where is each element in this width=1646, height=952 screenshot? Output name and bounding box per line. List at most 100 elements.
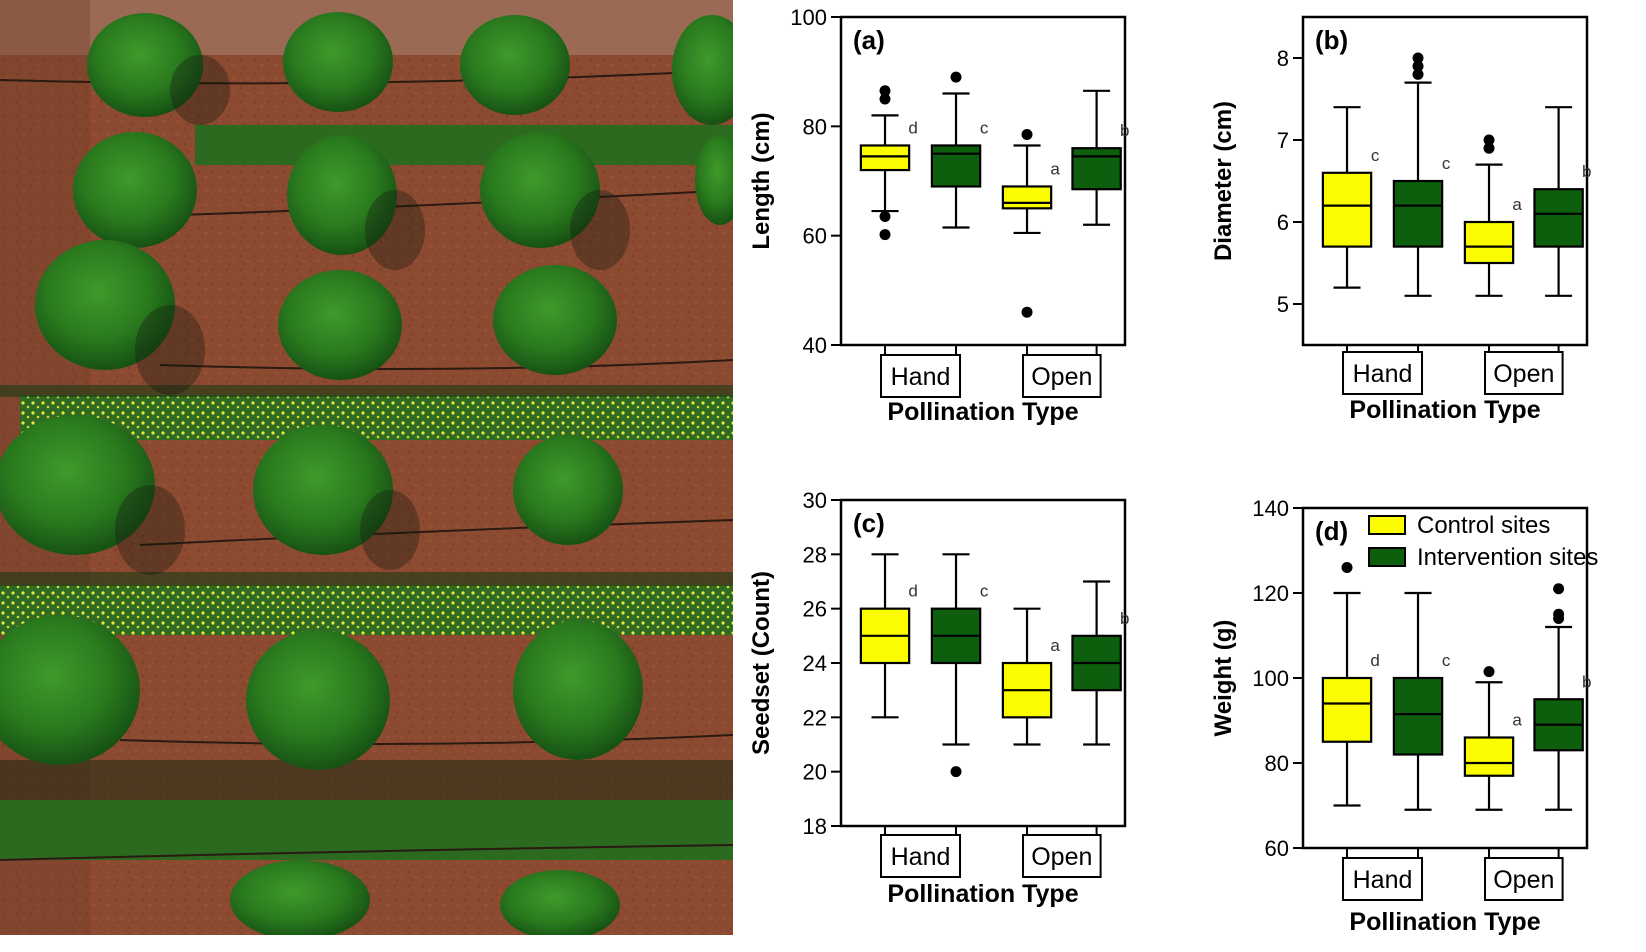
panel-label: (b) [1315,25,1348,55]
outlier-point [879,211,891,223]
box-control-sites-hand: d [1321,562,1380,807]
y-tick-label: 28 [803,542,827,567]
outlier-point [1341,562,1353,573]
significance-letter: c [980,118,989,137]
category-box [1022,354,1102,398]
y-tick-label: 5 [1277,292,1289,317]
significance-letter: c [980,582,989,601]
aerial-field-photo-icon [0,0,752,940]
box-control-sites-hand: c [1321,106,1380,289]
y-tick-label: 120 [1252,581,1289,606]
category-box [880,354,962,398]
y-tick-label: 6 [1277,210,1289,235]
category-label-hand: Hand [1353,866,1413,894]
outlier-point [950,766,962,778]
category-box [1022,834,1102,878]
box-intervention-sites-open: b [1533,583,1591,811]
panel-label: (c) [853,508,885,538]
significance-letter: b [1582,162,1591,181]
box-plot-figure: 40 60 80 100 Length (cm) (a) Hand Open Pollinati… [748,5,1598,936]
box-control-sites-open: a [1001,129,1060,318]
y-axis-title: Seedset (Count) [748,571,775,755]
category-label-open: Open [1493,866,1554,894]
outlier-point [1553,608,1565,620]
outlier-point [879,85,891,97]
x-axis-title: Pollination Type [1349,908,1540,936]
legend-entry-intervention-sites: Intervention sites [1417,544,1598,571]
x-axis-title: Pollination Type [1349,396,1540,424]
significance-letter: a [1050,636,1060,655]
outlier-point [950,71,962,83]
category-label-open: Open [1031,843,1092,871]
category-box [880,834,962,878]
box-intervention-sites-open: b [1071,580,1129,746]
significance-letter: d [908,118,917,137]
y-tick-label: 80 [803,114,827,139]
panel-label: (d) [1315,516,1348,546]
box-intervention-sites-hand: c [930,553,989,778]
y-tick-label: 7 [1277,128,1289,153]
significance-letter: c [1442,154,1451,173]
y-tick-label: 26 [803,597,827,622]
outlier-point [1412,60,1424,72]
box-iqr [1463,736,1515,777]
box-iqr [1392,179,1444,248]
significance-letter: b [1582,672,1591,691]
significance-letter: a [1512,195,1522,214]
legend-swatch [1368,515,1406,535]
y-axis-title: Diameter (cm) [1210,101,1237,261]
y-tick-label: 100 [790,5,827,30]
box-iqr [1001,185,1053,210]
x-axis-title: Pollination Type [887,398,1078,426]
significance-letter: d [1370,651,1379,670]
box-intervention-sites-hand: c [1392,591,1451,811]
category-label-open: Open [1031,363,1092,391]
category-label-hand: Hand [891,363,951,391]
y-tick-label: 8 [1277,46,1289,71]
plot-frame [1301,15,1589,347]
box-iqr [1392,676,1444,756]
outlier-point [1483,666,1495,678]
significance-letter: a [1050,159,1060,178]
outlier-point [1412,68,1424,80]
legend-swatch [1368,547,1406,567]
y-tick-label: 40 [803,333,827,358]
box-iqr [930,144,982,188]
outlier-point [1483,134,1495,146]
panel-4: 60 80 100 120 140 Weight (g) (d) Hand Open Pollin… [1210,496,1598,936]
significance-letter: d [908,582,917,601]
box-intervention-sites-open: b [1533,106,1591,297]
category-box [1342,351,1424,395]
y-tick-label: 20 [803,760,827,785]
box-iqr [1533,188,1584,248]
y-tick-label: 60 [803,224,827,249]
category-label-open: Open [1493,360,1554,388]
box-control-sites-hand: d [859,553,918,719]
significance-letter: c [1442,651,1451,670]
outlier-point [1483,142,1495,154]
y-axis-title: Length (cm) [748,112,775,249]
box-intervention-sites-hand: c [1392,52,1451,297]
significance-letter: c [1371,146,1380,165]
legend: Control sites Intervention sites [1368,512,1598,571]
box-control-sites-hand: d [859,85,918,241]
category-label-hand: Hand [1353,360,1413,388]
aerial-field-photo [0,0,752,940]
y-axis-title: Weight (g) [1210,620,1237,737]
significance-letter: b [1120,609,1129,628]
legend-entry-control-sites: Control sites [1417,512,1550,539]
box-control-sites-open: a [1463,666,1522,811]
y-tick-label: 100 [1252,666,1289,691]
outlier-point [1021,129,1033,141]
outlier-point [1553,583,1565,595]
x-axis-title: Pollination Type [887,880,1078,908]
y-tick-label: 18 [803,814,827,839]
panel-3: 18 20 22 24 26 28 30 Seedset (Count) (c) Hand Open… [748,488,1129,908]
box-iqr [1321,676,1373,743]
box-iqr [1071,147,1122,191]
panel-1: 40 60 80 100 Length (cm) (a) Hand Open Pollinati… [748,5,1129,426]
box-control-sites-open: a [1001,607,1060,746]
box-iqr [859,144,911,172]
y-tick-label: 140 [1252,496,1289,521]
category-box [1484,857,1564,901]
